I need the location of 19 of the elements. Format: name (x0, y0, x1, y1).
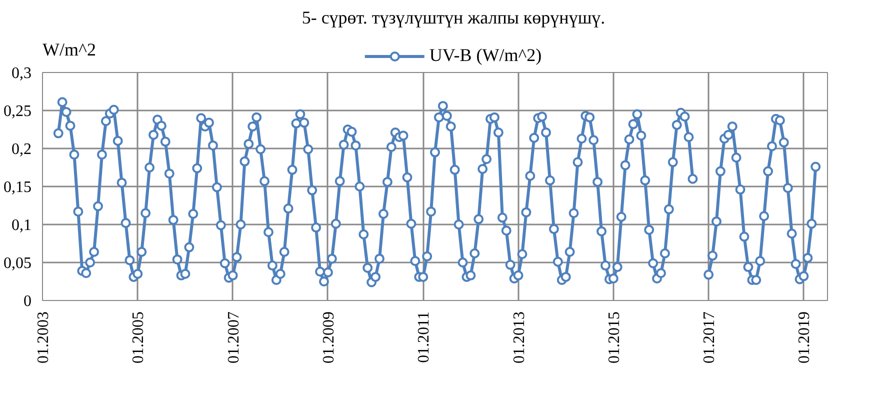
y-tick-label: 0,1 (12, 217, 32, 234)
x-tick-label: 01.2007 (225, 312, 242, 364)
y-tick-label: 0,3 (12, 65, 32, 82)
x-tick-label: 01.2003 (35, 312, 52, 364)
y-tick-label: 0,05 (4, 255, 32, 272)
y-tick-label: 0,2 (12, 141, 32, 158)
x-tick-label: 01.2005 (130, 312, 148, 364)
y-tick-label: 0 (24, 293, 32, 310)
y-axis-title: W/m^2 (42, 40, 96, 60)
x-tick-label: 01.2011 (416, 312, 433, 363)
x-tick-label: 01.2013 (510, 312, 528, 364)
y-tick-label: 0,25 (4, 103, 32, 120)
chart-title: 5- сүрөт. түзүлүштүн жалпы көрүнүшү. (302, 8, 606, 28)
x-tick-label: 01.2015 (606, 312, 623, 364)
x-tick-label: 01.2009 (320, 312, 338, 364)
x-tick-label: 01.2019 (796, 312, 814, 364)
y-tick-label: 0,15 (4, 179, 32, 196)
legend-label: UV-B (W/m^2) (429, 45, 542, 66)
x-tick-label: 01.2017 (701, 312, 718, 364)
